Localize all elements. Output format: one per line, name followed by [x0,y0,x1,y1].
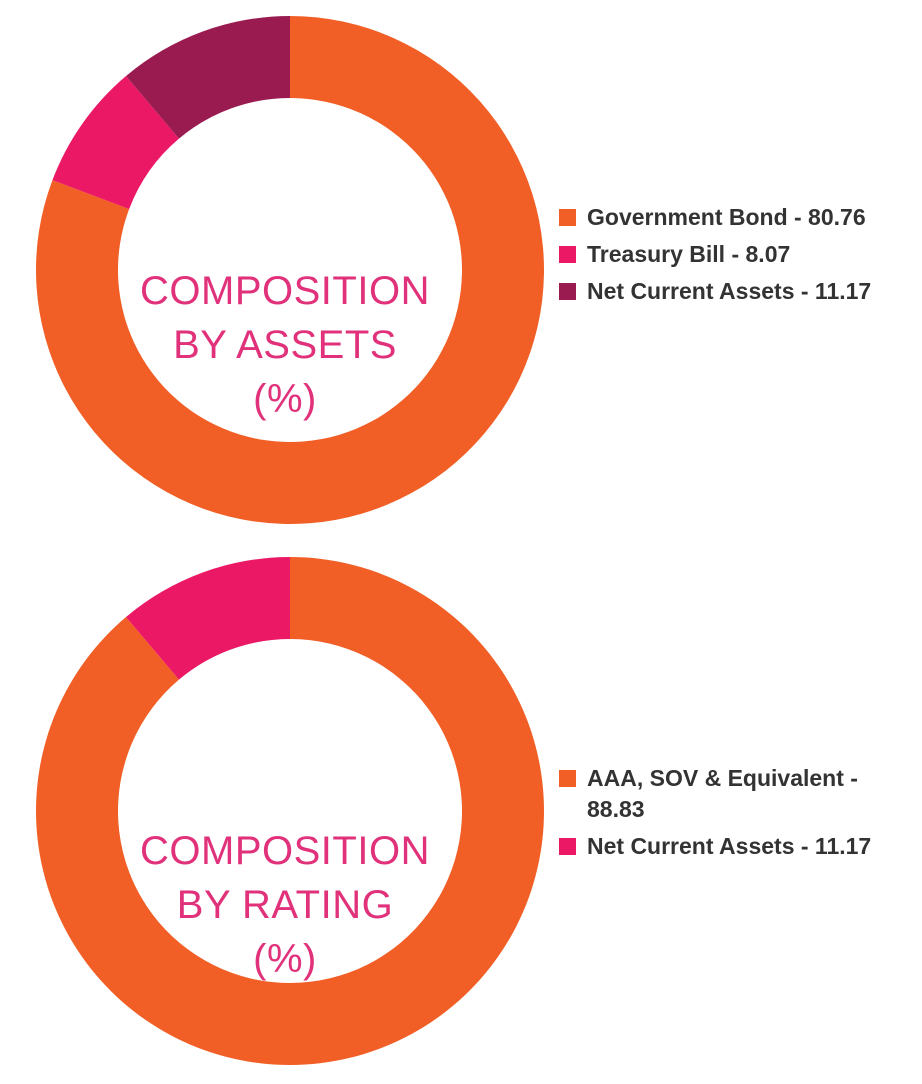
legend-swatch-maroon [559,283,576,300]
legend-swatch-pink [559,838,576,855]
legend-item-aaa-sov-equivalent: AAA, SOV & Equivalent - 88.83 [559,763,909,825]
legend-label: Net Current Assets - 11.17 [587,278,872,304]
legend-item-net-current-assets: Net Current Assets - 11.17 [559,831,909,862]
assets-title-line-2: BY ASSETS [173,323,397,367]
assets-donut [35,16,544,524]
legend-swatch-orange [559,770,576,787]
legend-label: AAA, SOV & Equivalent - 88.83 [587,765,858,822]
rating-title-line-2: BY RATING [176,883,394,927]
slice-aaa-sov-equivalent [35,557,545,1065]
rating-title-line-1: COMPOSITION [140,829,430,873]
rating-donut [35,557,545,1065]
slice-net-current-assets [126,557,290,680]
slice-treasury-bill [52,76,179,210]
rating-center-title: COMPOSITION BY RATING (%) [100,824,470,986]
legend-item-government-bond: Government Bond - 80.76 [559,202,909,233]
legend-label: Treasury Bill - 8.07 [587,241,791,267]
legend-label: Net Current Assets - 11.17 [587,833,872,859]
legend-item-net-current-assets: Net Current Assets - 11.17 [559,276,909,307]
assets-title-line-3: (%) [253,377,317,421]
slice-net-current-assets [126,16,290,139]
assets-legend: Government Bond - 80.76 Treasury Bill - … [559,202,909,313]
legend-swatch-orange [559,209,576,226]
rating-legend: AAA, SOV & Equivalent - 88.83 Net Curren… [559,763,909,868]
composition-by-rating-chart: COMPOSITION BY RATING (%) AAA, SOV & Equ… [0,541,922,1081]
assets-center-title: COMPOSITION BY ASSETS (%) [100,264,470,426]
legend-item-treasury-bill: Treasury Bill - 8.07 [559,239,909,270]
composition-by-assets-chart: COMPOSITION BY ASSETS (%) Government Bon… [0,0,922,540]
slice-government-bond [35,16,544,524]
assets-title-line-1: COMPOSITION [140,269,430,313]
legend-label: Government Bond - 80.76 [587,204,866,230]
rating-title-line-3: (%) [253,937,317,981]
legend-swatch-pink [559,246,576,263]
